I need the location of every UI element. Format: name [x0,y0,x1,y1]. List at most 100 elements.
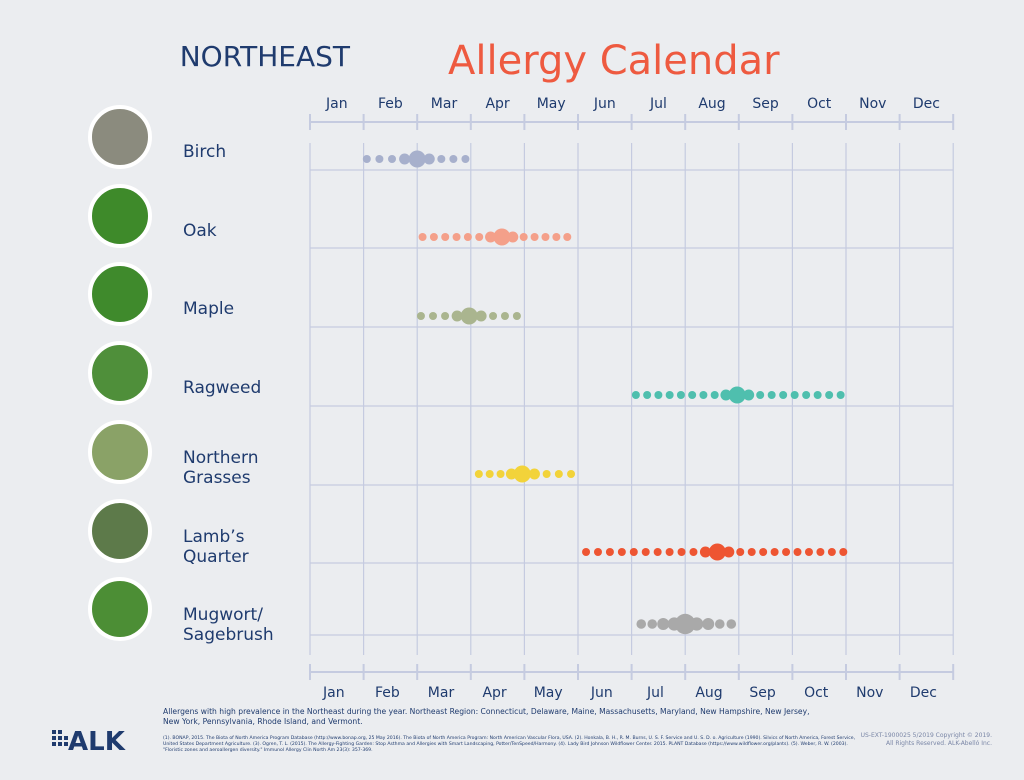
pollen-dot [416,312,425,320]
pollen-dot [641,548,650,556]
pollen-dot [554,470,563,478]
pollen-dot [708,543,726,561]
pollen-dot [779,391,788,399]
allergen-name: Birch [183,142,226,162]
pollen-dot [710,391,719,399]
allergen-name: Northern [183,448,258,468]
pollen-dot [593,548,602,556]
pollen-dot [542,470,551,478]
pollen-dot [475,233,484,241]
pollen-dot [399,153,411,165]
pollen-dot [790,391,799,399]
pollen-dot [461,155,470,163]
pollen-dot [375,155,384,163]
allergen-name: Grasses [183,468,251,488]
pollen-dot [451,310,463,322]
pollen-dot [617,548,626,556]
pollen-dot [429,233,438,241]
month-label: Oct [804,685,829,701]
pollen-dot [813,391,822,399]
pollen-dot [726,619,737,629]
month-label: Jul [646,685,664,701]
pollen-dot [429,312,438,320]
month-label: Mar [428,685,455,701]
pollen-dot [770,548,779,556]
pollen-dot [449,155,458,163]
allergen-name: Quarter [183,547,249,567]
pollen-dot [756,391,765,399]
region: NORTHEAST [180,40,351,73]
month-label: Oct [807,96,832,112]
code: US-EXT-1900025 5/2019 Copyright © 2019. [861,732,992,739]
pollen-dot [441,233,450,241]
photo [88,105,152,169]
pollen-dot [496,470,505,478]
pollen-dot [485,231,497,243]
photo [88,341,152,405]
month-label: Nov [856,685,883,701]
pollen-dot [743,389,755,401]
pollen-dot [582,548,591,556]
pollen-dot [827,548,836,556]
pollen-dot [714,619,725,629]
month-label: Jun [590,685,613,701]
pollen-dot [804,548,813,556]
month-label: Feb [375,685,400,701]
pollen-dot [552,233,561,241]
pollen-dot [636,619,647,629]
month-label: Sep [749,685,776,701]
month-label: Aug [698,96,725,112]
pollen-dot [677,548,686,556]
allergen-name: Lamb’s [183,527,245,547]
pollen-dot [460,307,478,325]
month-label: May [537,96,566,112]
pollen-dot [653,548,662,556]
pollen-dot [720,389,732,401]
pollen-dot [675,613,696,635]
pollen-dot [816,548,825,556]
allergen-name: Sagebrush [183,625,274,645]
pollen-dot [657,618,670,630]
pollen-dot [759,548,768,556]
pollen-dot [418,233,427,241]
month-label: Apr [482,685,506,701]
month-label: Jan [322,685,345,701]
pollen-dot [605,548,614,556]
pollen-dot [474,470,483,478]
month-label: Mar [431,96,458,112]
pollen-dot [452,233,461,241]
pollen-dot [629,548,638,556]
footnote: Allergens with high prevalence in the No… [163,707,810,726]
pollen-dot [654,391,663,399]
month-label: Jan [325,96,348,112]
pollen-dot [437,155,446,163]
month-label: Dec [913,96,940,112]
pollen-dot [528,468,540,480]
pollen-dot [541,233,550,241]
month-label: Dec [910,685,937,701]
month-label: Sep [752,96,779,112]
pollen-dot [747,548,756,556]
pollen-dot [567,470,576,478]
photo [88,184,152,248]
photo [88,262,152,326]
logo-mark [52,730,68,746]
pollen-dot [736,548,745,556]
pollen-dot [489,312,498,320]
pollen-dot [507,231,519,243]
logo: ALK [68,727,126,757]
pollen-dot [463,233,472,241]
pollen-dot [688,391,697,399]
pollen-dot [699,546,711,558]
pollen-dot [563,233,572,241]
pollen-dot [493,228,511,246]
photo [88,420,152,484]
month-label: Apr [485,96,509,112]
pollen-dot [441,312,450,320]
pollen-dot [643,391,652,399]
pollen-dot [631,391,640,399]
pollen-dot [530,233,539,241]
pollen-dot [802,391,811,399]
pollen-dot [767,391,776,399]
